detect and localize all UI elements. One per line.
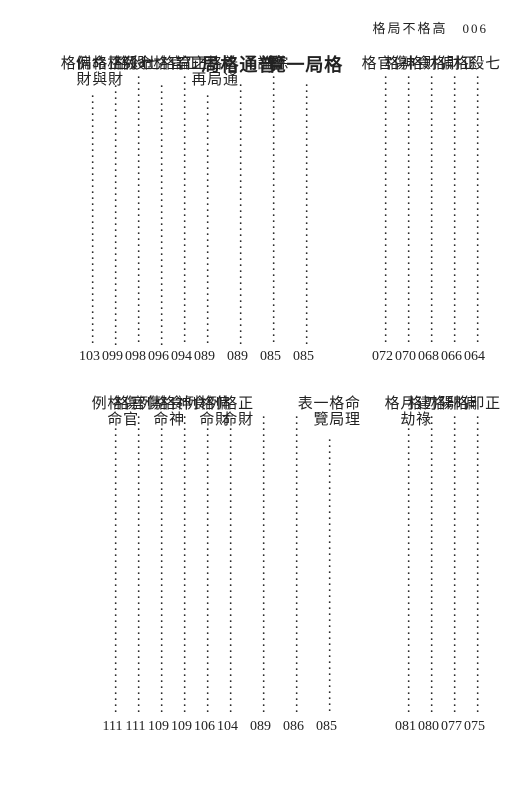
leader-dots: ：：：：：：：：：：：：：：：：：：：：：：：：：：：：：：：：：：：：：：：：… bbox=[255, 415, 267, 715]
entry-page-number: 099 bbox=[102, 349, 123, 365]
entry-page-number: 098 bbox=[125, 349, 146, 365]
entry-page-number: 106 bbox=[194, 719, 215, 735]
column-spacer bbox=[249, 55, 259, 365]
leader-dots: ：：：：：：：：：：：：：：：：：：：：：：：：：：：：：：：：：：：：：：：：… bbox=[176, 415, 188, 715]
toc-entry: 偏財格：：：：：：：：：：：：：：：：：：：：：：：：：：：：：：：：：：：：：… bbox=[418, 55, 439, 365]
entry-page-number: 068 bbox=[418, 349, 439, 365]
entry-page-number: 089 bbox=[250, 719, 271, 735]
leader-dots: ：：：：：：：：：：：：：：：：：：：：：：：：：：：：：：：：：：：：：：：：… bbox=[130, 75, 142, 345]
leader-dots: ：：：：：：：：：：：：：：：：：：：：：：：：：：：：：：：：：：：：：：：：… bbox=[265, 75, 277, 345]
toc-entry: 偏印格：：：：：：：：：：：：：：：：：：：：：：：：：：：：：：：：：：：：：… bbox=[441, 395, 462, 735]
leader-dots: ：：：：：：：：：：：：：：：：：：：：：：：：：：：：：：：：：：：：：：：：… bbox=[199, 427, 211, 715]
entry-page-number: 085 bbox=[316, 719, 337, 735]
toc-entry: ：：：：：：：：：：：：：：：：：：：：：：：：：：：：：：：：：：：：：：：：… bbox=[283, 395, 304, 735]
leader-dots: ：：：：：：：：：：：：：：：：：：：：：：：：：：：：：：：：：：：：：：：：… bbox=[469, 75, 481, 345]
toc-entry: 正財格：：：：：：：：：：：：：：：：：：：：：：：：：：：：：：：：：：：：：… bbox=[441, 55, 462, 365]
column-spacer bbox=[338, 395, 394, 735]
toc-entry: 建祿月劫格：：：：：：：：：：：：：：：：：：：：：：：：：：：：：：：：：：：… bbox=[395, 395, 416, 735]
running-head: 格局不格高 006 bbox=[372, 18, 488, 37]
leader-dots: ：：：：：：：：：：：：：：：：：：：：：：：：：：：：：：：：：：：：：：：：… bbox=[400, 427, 412, 715]
toc-entry: 傷官格命例：：：：：：：：：：：：：：：：：：：：：：：：：：：：：：：：：：：… bbox=[102, 395, 123, 735]
leader-dots: ：：：：：：：：：：：：：：：：：：：：：：：：：：：：：：：：：：：：：：：：… bbox=[321, 438, 333, 715]
leader-dots: ：：：：：：：：：：：：：：：：：：：：：：：：：：：：：：：：：：：：：：：：… bbox=[232, 83, 244, 345]
toc-entry: 七殺格命例：：：：：：：：：：：：：：：：：：：：：：：：：：：：：：：：：：：… bbox=[102, 55, 123, 365]
column-spacer bbox=[315, 55, 371, 365]
toc-entry: 正官格：：：：：：：：：：：：：：：：：：：：：：：：：：：：：：：：：：：：：… bbox=[171, 55, 192, 365]
entry-page-number: 103 bbox=[79, 349, 100, 365]
entry-page-number: 094 bbox=[171, 349, 192, 365]
leader-dots: ：：：：：：：：：：：：：：：：：：：：：：：：：：：：：：：：：：：：：：：：… bbox=[423, 75, 435, 345]
leader-dots: ：：：：：：：：：：：：：：：：：：：：：：：：：：：：：：：：：：：：：：：：… bbox=[153, 427, 165, 715]
leader-dots: ：：：：：：：：：：：：：：：：：：：：：：：：：：：：：：：：：：：：：：：：… bbox=[469, 415, 481, 715]
entry-page-number: 080 bbox=[418, 719, 439, 735]
toc-entry: 命理格局一覽表：：：：：：：：：：：：：：：：：：：：：：：：：：：：：：：：：… bbox=[316, 395, 337, 735]
toc-entry: 七殺格：：：：：：：：：：：：：：：：：：：：：：：：：：：：：：：：：：：：：… bbox=[125, 55, 146, 365]
toc-entry: ：：：：：：：：：：：：：：：：：：：：：：：：：：：：：：：：：：：：：：：：… bbox=[250, 395, 271, 735]
entry-page-number: 109 bbox=[171, 719, 192, 735]
leader-dots: ：：：：：：：：：：：：：：：：：：：：：：：：：：：：：：：：：：：：：：：：… bbox=[222, 427, 234, 715]
toc-entry: 食神格：：：：：：：：：：：：：：：：：：：：：：：：：：：：：：：：：：：：：… bbox=[395, 55, 416, 365]
leader-dots: ：：：：：：：：：：：：：：：：：：：：：：：：：：：：：：：：：：：：：：：：… bbox=[288, 415, 300, 715]
entry-page-number: 089 bbox=[227, 349, 248, 365]
entry-page-number: 075 bbox=[464, 719, 485, 735]
entry-page-number: 064 bbox=[464, 349, 485, 365]
toc-entry: 七殺格：：：：：：：：：：：：：：：：：：：：：：：：：：：：：：：：：：：：：… bbox=[464, 55, 485, 365]
column-spacer bbox=[216, 55, 226, 365]
entry-page-number: 104 bbox=[217, 719, 238, 735]
leader-dots: ：：：：：：：：：：：：：：：：：：：：：：：：：：：：：：：：：：：：：：：：… bbox=[176, 75, 188, 345]
toc-entry: 傷官格：：：：：：：：：：：：：：：：：：：：：：：：：：：：：：：：：：：：：… bbox=[125, 395, 146, 735]
entry-page-number: 096 bbox=[148, 349, 169, 365]
entry-page-number: 111 bbox=[103, 719, 123, 735]
toc-entry: 偏財格命例：：：：：：：：：：：：：：：：：：：：：：：：：：：：：：：：：：：… bbox=[194, 395, 215, 735]
leader-dots: ：：：：：：：：：：：：：：：：：：：：：：：：：：：：：：：：：：：：：：：：… bbox=[298, 83, 310, 345]
entry-page-number: 077 bbox=[441, 719, 462, 735]
leader-dots: ：：：：：：：：：：：：：：：：：：：：：：：：：：：：：：：：：：：：：：：：… bbox=[107, 427, 119, 715]
column-spacer bbox=[282, 55, 292, 365]
toc-block: 正印格：：：：：：：：：：：：：：：：：：：：：：：：：：：：：：：：：：：：：… bbox=[30, 395, 486, 735]
entry-title: 正印格 bbox=[451, 395, 498, 415]
leader-dots: ：：：：：：：：：：：：：：：：：：：：：：：：：：：：：：：：：：：：：：：：… bbox=[199, 94, 211, 345]
toc-entry: 食神格命例：：：：：：：：：：：：：：：：：：：：：：：：：：：：：：：：：：：… bbox=[148, 395, 169, 735]
entry-page-number: 111 bbox=[126, 719, 146, 735]
leader-dots: ：：：：：：：：：：：：：：：：：：：：：：：：：：：：：：：：：：：：：：：：… bbox=[84, 94, 96, 345]
entry-page-number: 066 bbox=[441, 349, 462, 365]
entry-page-number: 109 bbox=[148, 719, 169, 735]
leader-dots: ：：：：：：：：：：：：：：：：：：：：：：：：：：：：：：：：：：：：：：：：… bbox=[446, 415, 458, 715]
toc-entry: 正財格與偏財格：：：：：：：：：：：：：：：：：：：：：：：：：：：：：：：：：… bbox=[79, 55, 100, 365]
leader-dots: ：：：：：：：：：：：：：：：：：：：：：：：：：：：：：：：：：：：：：：：：… bbox=[130, 415, 142, 715]
entry-page-number: 081 bbox=[395, 719, 416, 735]
page: 格局不格高 006 七殺格：：：：：：：：：：：：：：：：：：：：：：：：：：：… bbox=[0, 0, 516, 789]
leader-dots: ：：：：：：：：：：：：：：：：：：：：：：：：：：：：：：：：：：：：：：：：… bbox=[446, 75, 458, 345]
entry-page-number: 072 bbox=[372, 349, 393, 365]
leader-dots: ：：：：：：：：：：：：：：：：：：：：：：：：：：：：：：：：：：：：：：：：… bbox=[423, 415, 435, 715]
toc-entry: 食神格：：：：：：：：：：：：：：：：：：：：：：：：：：：：：：：：：：：：：… bbox=[171, 395, 192, 735]
entry-page-number: 085 bbox=[260, 349, 281, 365]
leader-dots: ：：：：：：：：：：：：：：：：：：：：：：：：：：：：：：：：：：：：：：：：… bbox=[400, 75, 412, 345]
entry-title: 七殺格 bbox=[451, 55, 498, 75]
entry-page-number: 089 bbox=[194, 349, 215, 365]
toc-entry: 正官格命例：：：：：：：：：：：：：：：：：：：：：：：：：：：：：：：：：：：… bbox=[148, 55, 169, 365]
leader-dots: ：：：：：：：：：：：：：：：：：：：：：：：：：：：：：：：：：：：：：：：：… bbox=[153, 84, 165, 345]
toc-entry: 格局一覽：：：：：：：：：：：：：：：：：：：：：：：：：：：：：：：：：：：：… bbox=[293, 55, 314, 365]
leader-dots: ：：：：：：：：：：：：：：：：：：：：：：：：：：：：：：：：：：：：：：：：… bbox=[107, 84, 119, 345]
toc-entry: 普通格局：：：：：：：：：：：：：：：：：：：：：：：：：：：：：：：：：：：：… bbox=[227, 55, 248, 365]
column-spacer bbox=[239, 395, 249, 735]
toc-block: 七殺格：：：：：：：：：：：：：：：：：：：：：：：：：：：：：：：：：：：：：… bbox=[30, 55, 486, 365]
leader-dots: ：：：：：：：：：：：：：：：：：：：：：：：：：：：：：：：：：：：：：：：：… bbox=[377, 75, 389, 345]
entry-page-number: 086 bbox=[283, 719, 304, 735]
toc-entry: 普通格局之再論：：：：：：：：：：：：：：：：：：：：：：：：：：：：：：：：：… bbox=[194, 55, 215, 365]
column-spacer bbox=[305, 395, 315, 735]
toc-entry: 正財格命例：：：：：：：：：：：：：：：：：：：：：：：：：：：：：：：：：：：… bbox=[217, 395, 238, 735]
column-spacer bbox=[272, 395, 282, 735]
entry-page-number: 070 bbox=[395, 349, 416, 365]
toc-entry: 陽刃格：：：：：：：：：：：：：：：：：：：：：：：：：：：：：：：：：：：：：… bbox=[418, 395, 439, 735]
toc-entry: 傷官格：：：：：：：：：：：：：：：：：：：：：：：：：：：：：：：：：：：：：… bbox=[372, 55, 393, 365]
toc-entry: 綜論：：：：：：：：：：：：：：：：：：：：：：：：：：：：：：：：：：：：：：… bbox=[260, 55, 281, 365]
entry-page-number: 085 bbox=[293, 349, 314, 365]
toc-entry: 正印格：：：：：：：：：：：：：：：：：：：：：：：：：：：：：：：：：：：：：… bbox=[464, 395, 485, 735]
